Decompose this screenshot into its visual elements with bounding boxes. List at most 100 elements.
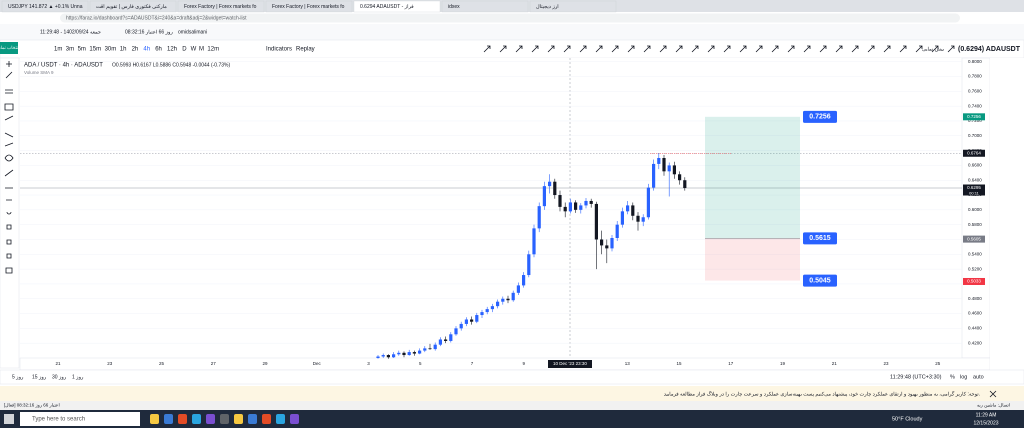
tool-icon[interactable] <box>803 45 811 53</box>
taskbar-app[interactable] <box>234 414 243 424</box>
tool-icon[interactable] <box>483 45 491 53</box>
tool-icon[interactable] <box>739 45 747 53</box>
tool-icon[interactable] <box>579 45 587 53</box>
timeframe[interactable]: 5m <box>78 47 86 53</box>
y-tick-label: 0.7000 <box>968 133 982 138</box>
x-tick-label: 13 <box>625 361 631 366</box>
tab[interactable] <box>529 0 617 13</box>
expiry: 08:32:16 روز 66 اعتبار <box>125 29 173 35</box>
tool-icon[interactable] <box>563 45 571 53</box>
timeframe[interactable]: D <box>182 47 187 53</box>
taskbar-app[interactable] <box>248 414 257 424</box>
tool-icon[interactable] <box>643 45 651 53</box>
timeframe[interactable]: M <box>199 47 204 53</box>
tool-icon[interactable] <box>531 45 539 53</box>
candle-body <box>667 165 671 172</box>
tool-icon[interactable] <box>659 45 667 53</box>
tool-icon[interactable] <box>851 45 859 53</box>
taskbar-app[interactable] <box>192 414 201 424</box>
tab[interactable] <box>177 0 265 13</box>
tab[interactable] <box>441 0 529 13</box>
candle-body <box>537 206 541 229</box>
position-tag <box>803 232 837 245</box>
candle-body <box>641 217 645 222</box>
tool-icon[interactable] <box>787 45 795 53</box>
timeframe[interactable]: 12m <box>207 47 219 53</box>
y-tick-label: 0.6600 <box>968 163 982 168</box>
tool-icon[interactable] <box>627 45 635 53</box>
timeframe[interactable]: 15m <box>89 47 101 53</box>
taskbar-app[interactable] <box>178 414 187 424</box>
log[interactable]: log <box>960 374 967 380</box>
tool-icon[interactable] <box>595 45 603 53</box>
notice-close[interactable] <box>989 390 997 398</box>
tool-icon[interactable] <box>611 45 619 53</box>
taskbar-app[interactable] <box>150 414 159 424</box>
tool-icon[interactable] <box>675 45 683 53</box>
search-text[interactable]: Type here to search <box>32 417 85 423</box>
tool-icon[interactable] <box>691 45 699 53</box>
tool-icon[interactable] <box>755 45 763 53</box>
candle-body <box>600 239 604 246</box>
tool-icon[interactable] <box>931 45 939 53</box>
tool-icon[interactable] <box>723 45 731 53</box>
tool-icon[interactable] <box>915 45 923 53</box>
tool-icon[interactable] <box>867 45 875 53</box>
timeframe[interactable]: 1h <box>120 47 127 53</box>
crosshair-label: 10 Dec '23 23:30 <box>553 361 587 366</box>
timeframe[interactable]: 3m <box>66 47 74 53</box>
replay[interactable]: Replay <box>296 47 315 53</box>
y-tick-label: 0.6000 <box>968 207 982 212</box>
sidebar-button[interactable] <box>0 42 18 54</box>
auto[interactable]: auto <box>973 374 984 380</box>
tab-title: Forex Factory | Forex markets fo <box>272 4 345 10</box>
taskbar-app[interactable] <box>164 414 173 424</box>
candle-body <box>444 339 448 341</box>
range-button[interactable]: 15 روز <box>32 374 47 380</box>
x-tick-label: 7 <box>471 361 474 366</box>
tool-icon[interactable] <box>771 45 779 53</box>
price-tag-label: 0.6764 <box>967 150 981 155</box>
tool-icon[interactable] <box>819 45 827 53</box>
tool-icon[interactable] <box>499 45 507 53</box>
range-button[interactable]: 30 روز <box>52 374 67 380</box>
tab[interactable] <box>89 0 177 13</box>
timeframe[interactable]: 12h <box>167 47 177 53</box>
x-tick-label: 23 <box>107 361 113 366</box>
chart-pane[interactable] <box>20 58 962 358</box>
sidebar-label[interactable]: انتخاب نماد <box>0 45 19 50</box>
taskbar-app[interactable] <box>290 414 299 424</box>
timeframe[interactable]: 6h <box>155 47 162 53</box>
indicators[interactable]: Indicators <box>266 47 292 53</box>
tool-icon[interactable] <box>515 45 523 53</box>
taskbar-app[interactable] <box>276 414 285 424</box>
timeframe[interactable]: 30m <box>105 47 117 53</box>
x-tick-label: 21 <box>55 361 61 366</box>
tool-icon[interactable] <box>707 45 715 53</box>
tool-icon[interactable] <box>947 45 955 53</box>
timeframe[interactable]: W <box>191 47 197 53</box>
taskbar-app[interactable] <box>206 414 215 424</box>
y-tick-label: 0.7400 <box>968 103 982 108</box>
tool-icon[interactable] <box>835 45 843 53</box>
tool-icon[interactable] <box>883 45 891 53</box>
timeframe[interactable]: 1m <box>54 47 62 53</box>
taskbar-app[interactable] <box>262 414 271 424</box>
tab[interactable] <box>353 0 441 13</box>
percent[interactable]: % <box>950 374 955 380</box>
start-button[interactable] <box>4 414 14 424</box>
symbol-note: بیش نمایی <box>922 46 944 52</box>
taskbar-app[interactable] <box>220 414 229 424</box>
tool-icon[interactable] <box>547 45 555 53</box>
search-box[interactable] <box>20 412 140 426</box>
candle-body <box>594 203 598 240</box>
tab[interactable] <box>265 0 353 13</box>
candle-body <box>433 344 437 350</box>
range-button[interactable]: 5 روز <box>12 374 24 380</box>
tool-icon[interactable] <box>899 45 907 53</box>
timeframe[interactable]: 2h <box>132 47 139 53</box>
tab[interactable] <box>1 0 89 13</box>
timeframe[interactable]: 4h <box>143 47 150 53</box>
address-bar[interactable] <box>60 13 960 23</box>
range-button[interactable]: 1 روز <box>72 374 84 380</box>
